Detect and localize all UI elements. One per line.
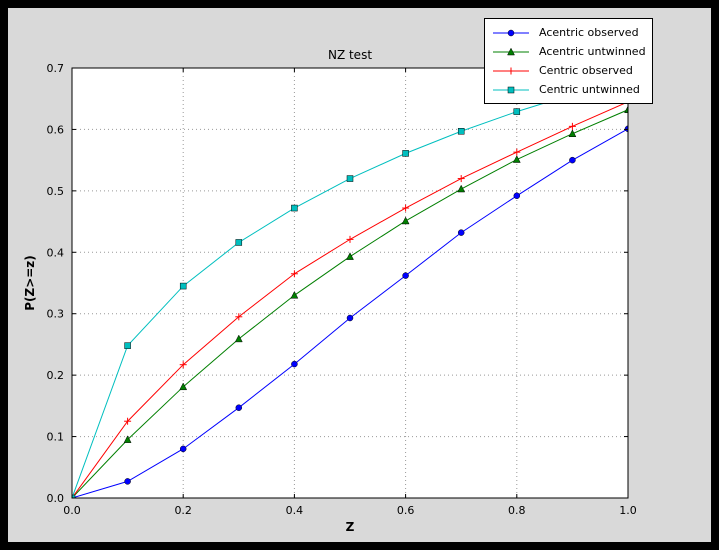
series-acentric-untwinned xyxy=(72,105,628,498)
axes-frame xyxy=(71,67,629,499)
legend-key-centric-observed-icon xyxy=(493,67,529,74)
tick-labels: 0.0 0.2 0.4 0.6 0.8 1.0 0.0 0.1 0.2 0.3 0.4 0.5 0.6 0… xyxy=(47,62,637,517)
x-axis-label: Z xyxy=(345,520,355,534)
svg-text:0.0: 0.0 xyxy=(47,492,65,505)
legend-label: Acentric observed xyxy=(539,26,639,39)
plot-area xyxy=(72,68,628,498)
svg-text:0.0: 0.0 xyxy=(63,504,81,517)
svg-text:0.4: 0.4 xyxy=(47,246,65,259)
legend-key-acentric-untwinned-icon xyxy=(493,47,529,55)
legend-key-centric-untwinned-icon xyxy=(493,86,529,93)
svg-text:0.5: 0.5 xyxy=(47,185,65,198)
legend-label: Acentric untwinned xyxy=(539,45,646,58)
legend-label: Centric observed xyxy=(539,64,633,77)
svg-text:0.6: 0.6 xyxy=(47,123,65,136)
svg-text:0.2: 0.2 xyxy=(47,369,65,382)
legend: Acentric observed Acentric untwinned Cen… xyxy=(484,18,653,104)
svg-text:1.0: 1.0 xyxy=(619,504,637,517)
svg-text:0.7: 0.7 xyxy=(47,62,65,75)
svg-text:0.8: 0.8 xyxy=(508,504,526,517)
chart-title: NZ test xyxy=(327,48,373,62)
legend-item: Centric untwinned xyxy=(491,80,646,99)
svg-text:0.4: 0.4 xyxy=(286,504,304,517)
y-axis-label: P(Z>=z) xyxy=(23,255,37,311)
series-acentric-observed xyxy=(72,125,628,498)
series-centric-observed xyxy=(72,98,628,498)
legend-item: Acentric untwinned xyxy=(491,42,646,61)
legend-item: Acentric observed xyxy=(491,23,646,42)
legend-key-acentric-observed-icon xyxy=(493,29,529,36)
svg-text:0.1: 0.1 xyxy=(47,431,65,444)
legend-label: Centric untwinned xyxy=(539,83,640,96)
svg-text:0.2: 0.2 xyxy=(174,504,192,517)
svg-text:0.3: 0.3 xyxy=(47,308,65,321)
legend-item: Centric observed xyxy=(491,61,646,80)
svg-text:0.6: 0.6 xyxy=(397,504,415,517)
